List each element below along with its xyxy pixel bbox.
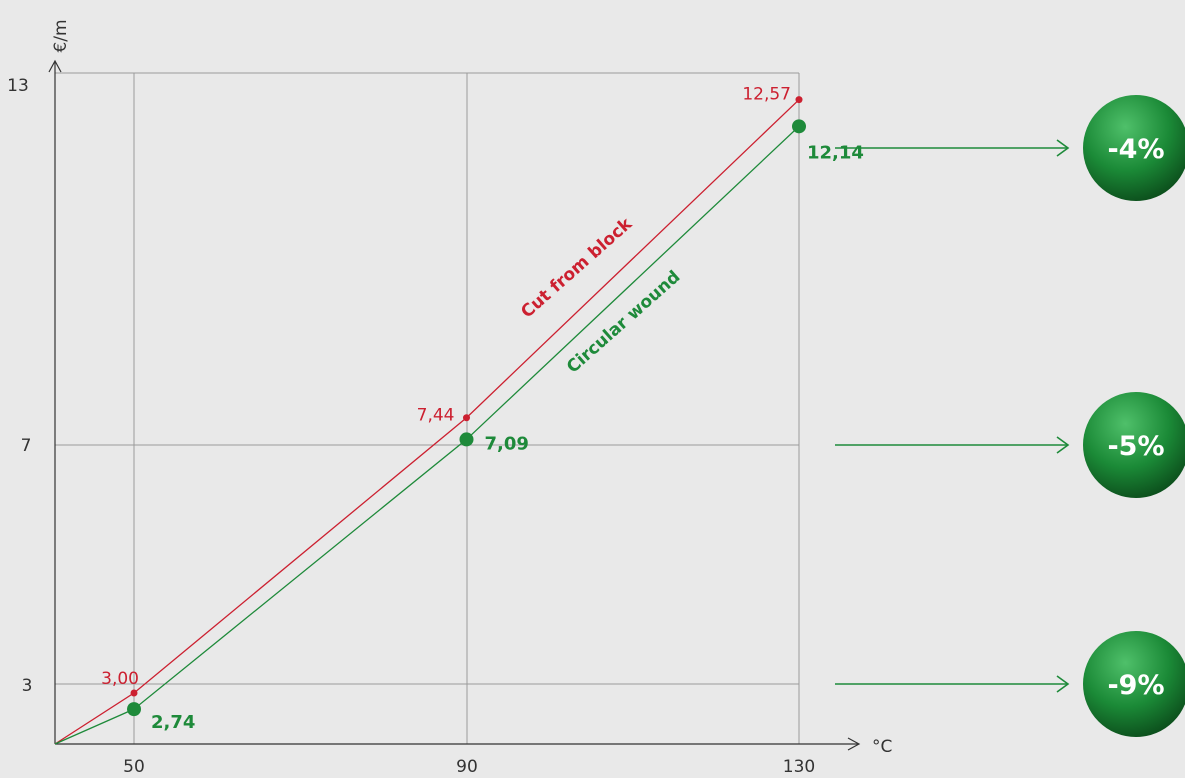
point-circular-wound-130 <box>792 119 806 134</box>
point-circular-wound-50 <box>127 702 141 717</box>
series-label-circular-wound: Circular wound <box>563 267 684 378</box>
y-tick-label-3: 3 <box>22 676 33 696</box>
grid <box>55 72 800 744</box>
x-tick-labels: 50 90 130 <box>123 757 815 777</box>
savings-arrows <box>835 139 1070 693</box>
x-tick-label-50: 50 <box>123 757 145 777</box>
value-label-circular-wound-50: 2,74 <box>151 712 195 733</box>
points-cut-from-block <box>130 96 803 697</box>
savings-badge-130: -4% <box>1083 95 1185 201</box>
savings-arrow-50-head <box>1056 675 1070 693</box>
point-cut-from-block-130 <box>795 96 803 104</box>
savings-badge-90-text: -5% <box>1107 431 1164 462</box>
x-axis-arrow <box>847 737 861 751</box>
y-tick-label-13: 13 <box>7 76 29 96</box>
y-axis-arrow <box>48 59 62 73</box>
axes <box>48 59 861 751</box>
y-tick-label-7: 7 <box>21 436 32 456</box>
value-label-circular-wound-130: 12,14 <box>807 142 864 163</box>
series-label-cut-from-block: Cut from block <box>517 214 636 323</box>
value-label-cut-from-block-130: 12,57 <box>742 85 791 105</box>
y-tick-labels: 13 7 3 <box>7 76 32 696</box>
savings-badge-130-text: -4% <box>1107 134 1164 165</box>
series-line-circular-wound <box>54 125 800 745</box>
savings-badge-50-text: -9% <box>1107 670 1164 701</box>
points-circular-wound <box>127 119 806 717</box>
point-cut-from-block-90 <box>463 414 470 422</box>
savings-badge-90: -5% <box>1083 392 1185 498</box>
y-axis-title: €/m <box>51 19 71 52</box>
value-label-cut-from-block-50: 3,00 <box>101 669 139 689</box>
point-circular-wound-90 <box>459 432 474 447</box>
savings-arrow-90-head <box>1056 436 1070 454</box>
value-label-cut-from-block-90: 7,44 <box>417 406 455 426</box>
savings-arrow-130-head <box>1056 139 1070 157</box>
savings-badge-50: -9% <box>1083 631 1185 737</box>
x-axis-title: °C <box>872 737 892 757</box>
x-tick-label-90: 90 <box>456 757 478 777</box>
series-line-cut-from-block <box>54 99 800 745</box>
value-label-circular-wound-90: 7,09 <box>485 433 529 454</box>
value-labels-circular-wound: 2,74 7,09 12,14 <box>151 142 864 733</box>
point-cut-from-block-50 <box>130 689 138 697</box>
x-tick-label-130: 130 <box>783 757 815 777</box>
value-labels-cut-from-block: 3,00 7,44 12,57 <box>101 85 791 689</box>
